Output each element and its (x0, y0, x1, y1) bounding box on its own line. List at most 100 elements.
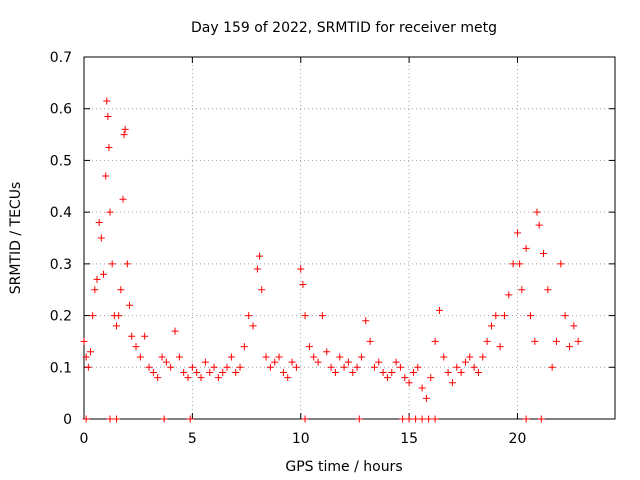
data-point (370, 363, 378, 371)
data-point (184, 374, 192, 382)
data-point (249, 322, 257, 330)
x-tick-label: 20 (509, 431, 527, 447)
data-point (431, 337, 439, 345)
data-point (104, 112, 112, 120)
data-point (509, 260, 517, 268)
data-point (418, 415, 426, 423)
data-point (405, 379, 413, 387)
data-point (349, 368, 357, 376)
data-point (145, 363, 153, 371)
data-point (548, 363, 556, 371)
data-point (193, 368, 201, 376)
data-point (121, 125, 129, 133)
data-point (544, 286, 552, 294)
data-point (353, 363, 361, 371)
data-point (483, 337, 491, 345)
y-tick-label: 0.1 (50, 360, 72, 376)
data-point (487, 322, 495, 330)
data-point (301, 312, 309, 320)
plot-frame (83, 56, 616, 420)
data-point (262, 353, 270, 361)
data-point (102, 172, 110, 180)
data-point (82, 415, 90, 423)
data-point (388, 368, 396, 376)
data-point (113, 415, 121, 423)
data-point (95, 218, 103, 226)
data-point (108, 260, 116, 268)
data-point (466, 353, 474, 361)
data-point (80, 337, 88, 345)
data-point (162, 358, 170, 366)
data-point (362, 317, 370, 325)
data-point (522, 415, 530, 423)
data-point (405, 415, 413, 423)
data-point (119, 195, 127, 203)
data-point (409, 368, 417, 376)
data-point (100, 270, 108, 278)
data-point (97, 234, 105, 242)
data-point (526, 312, 534, 320)
data-point (232, 368, 240, 376)
data-point (470, 363, 478, 371)
y-tick-label: 0.5 (50, 153, 72, 169)
data-point (479, 353, 487, 361)
x-tick-label: 0 (80, 431, 89, 447)
data-point (201, 358, 209, 366)
data-point (117, 286, 125, 294)
data-point (457, 368, 465, 376)
y-axis-label: SRMTID / TECUs (8, 182, 24, 295)
data-point (505, 291, 513, 299)
data-point (115, 312, 123, 320)
data-point (318, 312, 326, 320)
y-tick-label: 0 (63, 412, 72, 428)
data-point (297, 265, 305, 273)
data-point (279, 368, 287, 376)
data-point (180, 368, 188, 376)
data-point (399, 415, 407, 423)
chart-title: Day 159 of 2022, SRMTID for receiver met… (191, 20, 497, 36)
data-point (323, 348, 331, 356)
data-point (158, 353, 166, 361)
data-point (496, 343, 504, 351)
data-point (219, 368, 227, 376)
data-point (210, 363, 218, 371)
data-point (418, 384, 426, 392)
axis-ticks: 0 0.1 0.2 0.3 0.4 0.5 0.6 0.7 0 5 10 15 20 (50, 50, 615, 447)
data-point (513, 229, 521, 237)
data-points (80, 97, 582, 423)
data-point (245, 312, 253, 320)
data-point (340, 363, 348, 371)
data-point (136, 353, 144, 361)
data-point (223, 363, 231, 371)
data-point (154, 374, 162, 382)
data-point (106, 415, 114, 423)
x-tick-label: 15 (400, 431, 418, 447)
data-point (518, 286, 526, 294)
data-point (227, 353, 235, 361)
data-point (206, 368, 214, 376)
data-point (366, 337, 374, 345)
data-point (266, 363, 274, 371)
data-point (422, 394, 430, 402)
data-point (256, 252, 264, 260)
y-tick-label: 0.4 (50, 205, 72, 221)
y-tick-label: 0.3 (50, 257, 72, 273)
data-point (396, 363, 404, 371)
data-point (500, 312, 508, 320)
data-point (533, 208, 541, 216)
data-point (87, 348, 95, 356)
data-point (570, 322, 578, 330)
data-point (314, 358, 322, 366)
data-point (444, 368, 452, 376)
data-point (301, 415, 309, 423)
data-point (574, 337, 582, 345)
data-point (561, 312, 569, 320)
data-point (557, 260, 565, 268)
grid (84, 57, 615, 419)
data-point (120, 131, 128, 139)
data-point (401, 374, 409, 382)
data-point (552, 337, 560, 345)
data-point (412, 415, 420, 423)
y-tick-label: 0.6 (50, 102, 72, 118)
